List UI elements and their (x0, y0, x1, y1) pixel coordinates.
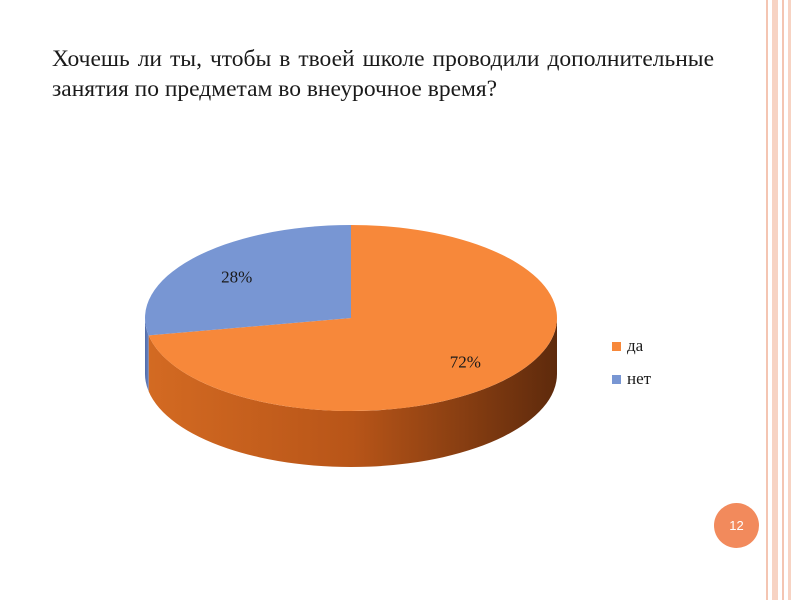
legend-swatch-blue (612, 374, 621, 384)
legend-item-net: нет (612, 369, 651, 389)
decorative-stripe (772, 0, 778, 600)
legend-item-da: да (612, 336, 643, 356)
pie-slice-side-da (148, 318, 558, 468)
slide-question: Хочешь ли ты, чтобы в твоей школе провод… (52, 46, 714, 102)
data-label-da: 72% (450, 353, 481, 372)
data-label-net: 28% (221, 267, 252, 286)
pie-slice-net (144, 225, 351, 336)
page-number-badge: 12 (714, 503, 759, 548)
pie-slice-side-net (145, 318, 149, 392)
legend-label: нет (627, 369, 652, 388)
decorative-stripe (782, 0, 784, 600)
pie-slice-da (148, 225, 557, 412)
legend-label: да (627, 336, 644, 355)
legend-swatch-orange (612, 341, 621, 351)
decorative-stripe (788, 0, 791, 600)
decorative-stripe (766, 0, 768, 600)
